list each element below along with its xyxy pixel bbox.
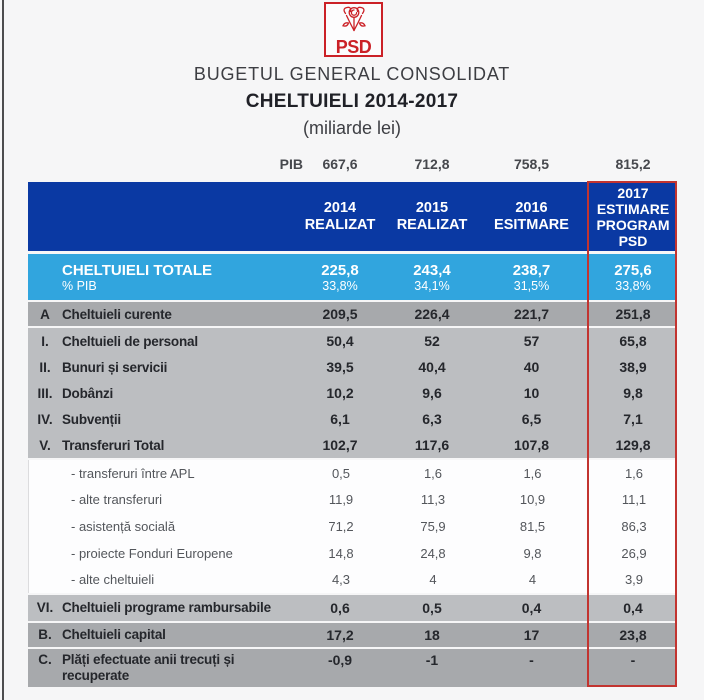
table-row-iii: III. Dobânzi 10,2 9,6 10 9,8 (37, 385, 643, 401)
items-block: I. Cheltuieli de personal 50,4 52 57 65,… (28, 328, 677, 458)
totals-row: CHELTUIELI TOTALE 225,8 243,4 238,7 275,… (28, 254, 677, 300)
column-header-2016: 2016 ESITMARE (494, 199, 569, 233)
table-row-b: B. Cheltuieli capital 17,2 18 17 23,8 (28, 622, 677, 647)
page-subtitle: CHELTUIELI 2014-2017 (245, 91, 459, 112)
pib-row: PIB 667,6 712,8 758,5 815,2 (28, 154, 677, 174)
totals-value-2016: 238,7 (512, 261, 551, 279)
table-row-v: V. Transferuri Total 102,7 117,6 107,8 1… (39, 437, 651, 453)
title-block: BUGETUL GENERAL CONSOLIDAT CHELTUIELI 20… (0, 64, 704, 139)
pib-label: PIB (279, 156, 303, 172)
totals-value-2014: 225,8 (321, 261, 359, 279)
pib-value-2014: 667,6 (322, 156, 358, 172)
pib-percent-2016: 31,5% (513, 278, 550, 293)
table-subrow-alte-cheltuieli: - alte cheltuieli 4,3 4 4 3,9 (71, 572, 644, 588)
psd-logo: PSD (324, 2, 383, 57)
table-row-vi: VI. Cheltuieli programe rambursabile 0,6… (28, 594, 677, 621)
column-header-2017: 2017 ESTIMARE PROGRAM PSD (596, 184, 670, 249)
table-header-row: 2014 REALIZAT 2015 REALIZAT 2016 ESITMAR… (28, 182, 677, 251)
pib-percent-2014: 33,8% (322, 278, 358, 293)
table-row-iv: IV. Subvenții 6,1 6,3 6,5 7,1 (37, 411, 643, 427)
pib-value-2016: 758,5 (513, 156, 550, 172)
budget-table: 2014 REALIZAT 2015 REALIZAT 2016 ESITMAR… (28, 182, 677, 687)
totals-value-2015: 243,4 (413, 261, 451, 279)
window-left-edge (2, 0, 4, 700)
totals-value-2017: 275,6 (614, 261, 652, 279)
pib-value-2015: 712,8 (414, 156, 450, 172)
transfers-detail-block: - transferuri între APL 0,5 1,6 1,6 1,6 … (28, 460, 677, 593)
totals-label: CHELTUIELI TOTALE (62, 261, 212, 279)
table-subrow-apl: - transferuri între APL 0,5 1,6 1,6 1,6 (71, 465, 644, 481)
pib-percent-2017: 33,8% (615, 278, 651, 293)
column-header-2014: 2014 REALIZAT (304, 199, 376, 233)
page-title: BUGETUL GENERAL CONSOLIDAT (193, 64, 511, 84)
table-row-c: C. Plăți efectuate anii trecuți și recup… (28, 648, 677, 687)
column-header-2015: 2015 REALIZAT (396, 199, 468, 233)
table-subrow-asistenta: - asistență socială 71,2 75,9 81,5 86,3 (71, 518, 647, 534)
table-subrow-fonduri: - proiecte Fonduri Europene 14,8 24,8 9,… (71, 545, 647, 561)
table-row-a: A Cheltuieli curente 209,5 226,4 221,7 2… (28, 302, 677, 326)
table-subrow-alte-transferuri: - alte transferuri 11,9 11,3 10,9 11,1 (71, 492, 647, 508)
table-row-i: I. Cheltuieli de personal 50,4 52 57 65,… (41, 333, 647, 349)
rose-icon (337, 5, 371, 37)
pib-value-2017: 815,2 (615, 156, 651, 172)
pib-percent-2015: 34,1% (414, 278, 450, 293)
table-row-ii: II. Bunuri și servicii 39,5 40,4 40 38,9 (39, 359, 647, 375)
pib-percent-label: % PIB (62, 278, 97, 293)
psd-logo-text: PSD (335, 37, 372, 57)
unit-label: (miliarde lei) (302, 118, 401, 138)
